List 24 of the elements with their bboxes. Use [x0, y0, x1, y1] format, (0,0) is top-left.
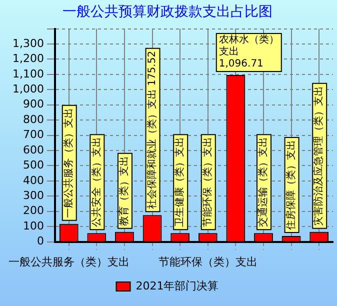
data-label: 交通运输（类）支出 — [257, 137, 270, 228]
data-label: 农林水（类）支出 1,096.71 — [218, 34, 279, 70]
data-label: 公共安全（类）支出 — [90, 137, 102, 228]
y-tick-label: 1,200 — [12, 52, 44, 66]
y-tick-label: 1,100 — [12, 67, 44, 80]
data-label: 教育（类）支出 — [118, 156, 130, 226]
data-label: 灾害防治及应急管理（类）支出 — [312, 86, 325, 226]
y-tick-label: 400 — [22, 174, 44, 187]
y-tick-label: 900 — [22, 98, 44, 111]
y-tick-label: 500 — [22, 158, 44, 172]
chart-title: 一般公共预算财政拨款支出占比图 — [62, 4, 272, 20]
legend-label: 2021年部门决算 — [136, 279, 219, 292]
y-tick-label: 700 — [22, 128, 44, 142]
data-label: 社会保障和就业（类）支出 175.52 — [146, 50, 158, 210]
y-tick-label: 0 — [36, 234, 44, 248]
data-label: 住房保障（类）支出 — [284, 140, 297, 230]
y-tick-label: 1,000 — [12, 82, 44, 96]
y-tick-label: 200 — [22, 204, 44, 218]
y-tick-label: 600 — [22, 143, 44, 156]
y-tick-label: 1,300 — [12, 36, 44, 50]
y-tick-label: 300 — [22, 189, 44, 202]
y-tick-label: 100 — [22, 219, 44, 232]
data-label: 卫生健康（类）支出 — [174, 137, 186, 228]
y-tick-label: 800 — [22, 112, 44, 126]
